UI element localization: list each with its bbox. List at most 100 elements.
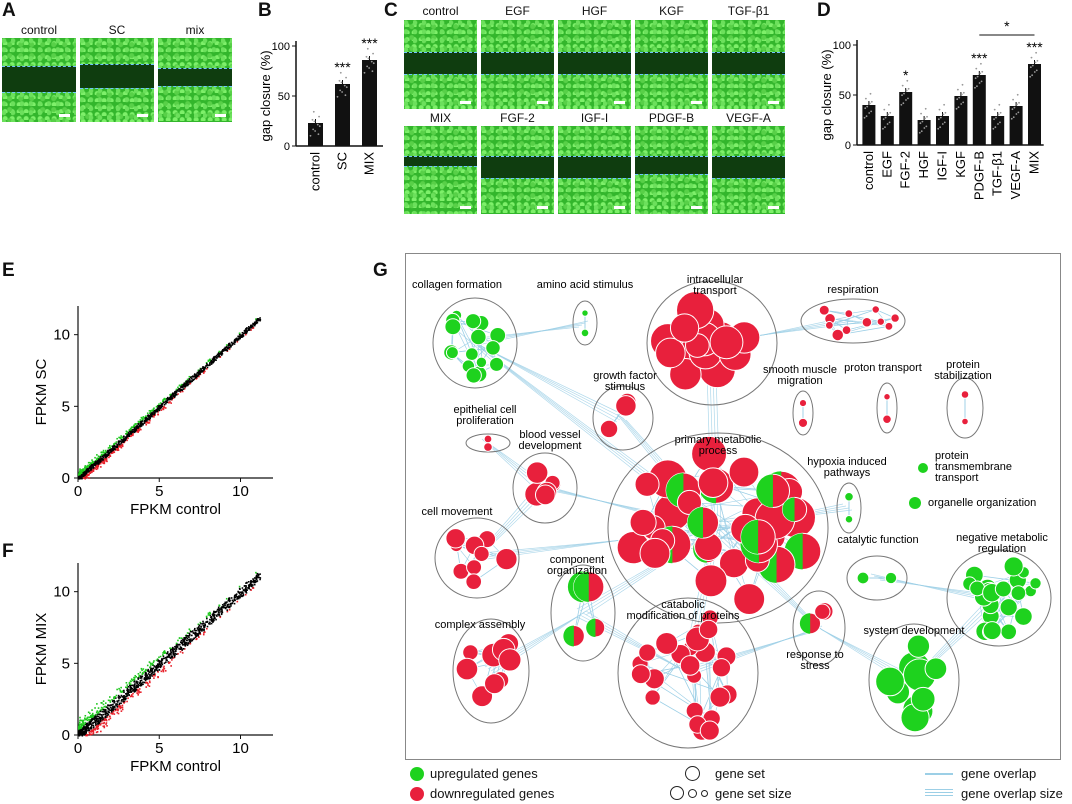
data-point <box>249 582 252 585</box>
gene-set-node <box>844 491 854 502</box>
data-point <box>220 354 223 356</box>
data-point <box>153 665 156 667</box>
data-point <box>146 674 149 677</box>
data-point <box>117 440 120 442</box>
replicate-dot <box>976 85 978 88</box>
replicate-dot <box>1029 66 1032 69</box>
data-point <box>187 643 189 645</box>
data-point <box>172 652 175 654</box>
data-point <box>78 725 81 728</box>
data-point <box>83 723 85 726</box>
y-tick-label: 100 <box>833 40 851 52</box>
y-tick-label: 5 <box>62 398 70 415</box>
data-point <box>101 455 104 458</box>
data-point <box>206 627 208 630</box>
data-point <box>84 718 86 721</box>
data-point <box>94 719 96 721</box>
data-point <box>206 362 208 365</box>
data-point <box>135 427 138 429</box>
data-point <box>116 449 119 452</box>
data-point <box>228 608 231 611</box>
data-point <box>101 715 103 717</box>
data-point <box>234 339 237 342</box>
data-point <box>259 319 261 322</box>
data-point <box>212 620 214 622</box>
data-point <box>255 321 258 323</box>
cluster-boundary <box>946 549 1052 647</box>
data-point <box>104 455 106 458</box>
data-point <box>198 372 200 375</box>
data-point <box>113 696 116 698</box>
data-point <box>223 347 226 350</box>
data-point <box>113 697 115 699</box>
data-point <box>130 678 133 681</box>
data-point <box>174 648 176 651</box>
data-point <box>250 324 253 327</box>
data-point <box>148 680 151 682</box>
data-point <box>139 684 142 687</box>
data-point <box>86 473 89 476</box>
data-point <box>217 353 220 355</box>
data-point <box>221 610 223 612</box>
data-point <box>135 423 137 425</box>
data-point <box>194 375 197 378</box>
data-point <box>242 593 245 596</box>
data-point <box>86 734 88 737</box>
data-point <box>82 721 84 724</box>
data-point <box>203 367 206 370</box>
data-point <box>151 412 153 414</box>
data-point <box>192 632 195 634</box>
data-point <box>218 614 220 617</box>
data-point <box>112 710 115 713</box>
data-point <box>238 335 241 337</box>
replicate-dot <box>309 134 312 137</box>
data-point <box>199 629 201 631</box>
gene-set-node <box>831 328 844 342</box>
data-point <box>86 723 88 726</box>
bar <box>862 105 876 145</box>
replicate-dot <box>1017 111 1020 114</box>
data-point <box>147 416 150 418</box>
data-point <box>191 376 193 378</box>
gene-set-node <box>465 347 479 361</box>
data-point <box>162 406 165 409</box>
data-point <box>99 462 102 465</box>
wound-gap <box>712 52 785 74</box>
data-point <box>228 600 231 603</box>
panel-label-e: E <box>2 260 15 281</box>
data-point <box>122 698 124 701</box>
data-point <box>176 643 178 646</box>
replicate-dot <box>924 107 927 110</box>
gap-edge-line <box>635 156 708 157</box>
data-point <box>139 423 142 426</box>
data-point <box>251 587 254 589</box>
data-point <box>131 684 133 687</box>
data-point <box>189 640 191 643</box>
gene-set-node <box>884 571 898 585</box>
data-point <box>137 683 140 686</box>
data-point <box>152 415 155 417</box>
data-point <box>83 725 85 728</box>
data-point <box>145 677 148 680</box>
data-point <box>149 419 151 422</box>
data-point <box>192 376 195 378</box>
data-point <box>153 671 155 673</box>
data-point <box>196 377 198 380</box>
data-point <box>158 403 160 405</box>
replicate-dot <box>937 127 940 130</box>
data-point <box>111 700 114 702</box>
data-point <box>127 433 130 436</box>
data-point <box>212 614 214 617</box>
replicate-dot <box>1036 59 1039 62</box>
replicate-dot <box>976 75 979 78</box>
data-point <box>166 659 168 662</box>
data-point <box>98 710 101 713</box>
cluster-boundary <box>646 280 778 406</box>
data-point <box>166 652 169 655</box>
data-point <box>214 617 216 619</box>
data-point <box>162 400 164 403</box>
data-point <box>246 327 248 330</box>
gene-set-node <box>709 686 731 708</box>
gene-set-node <box>629 508 657 536</box>
